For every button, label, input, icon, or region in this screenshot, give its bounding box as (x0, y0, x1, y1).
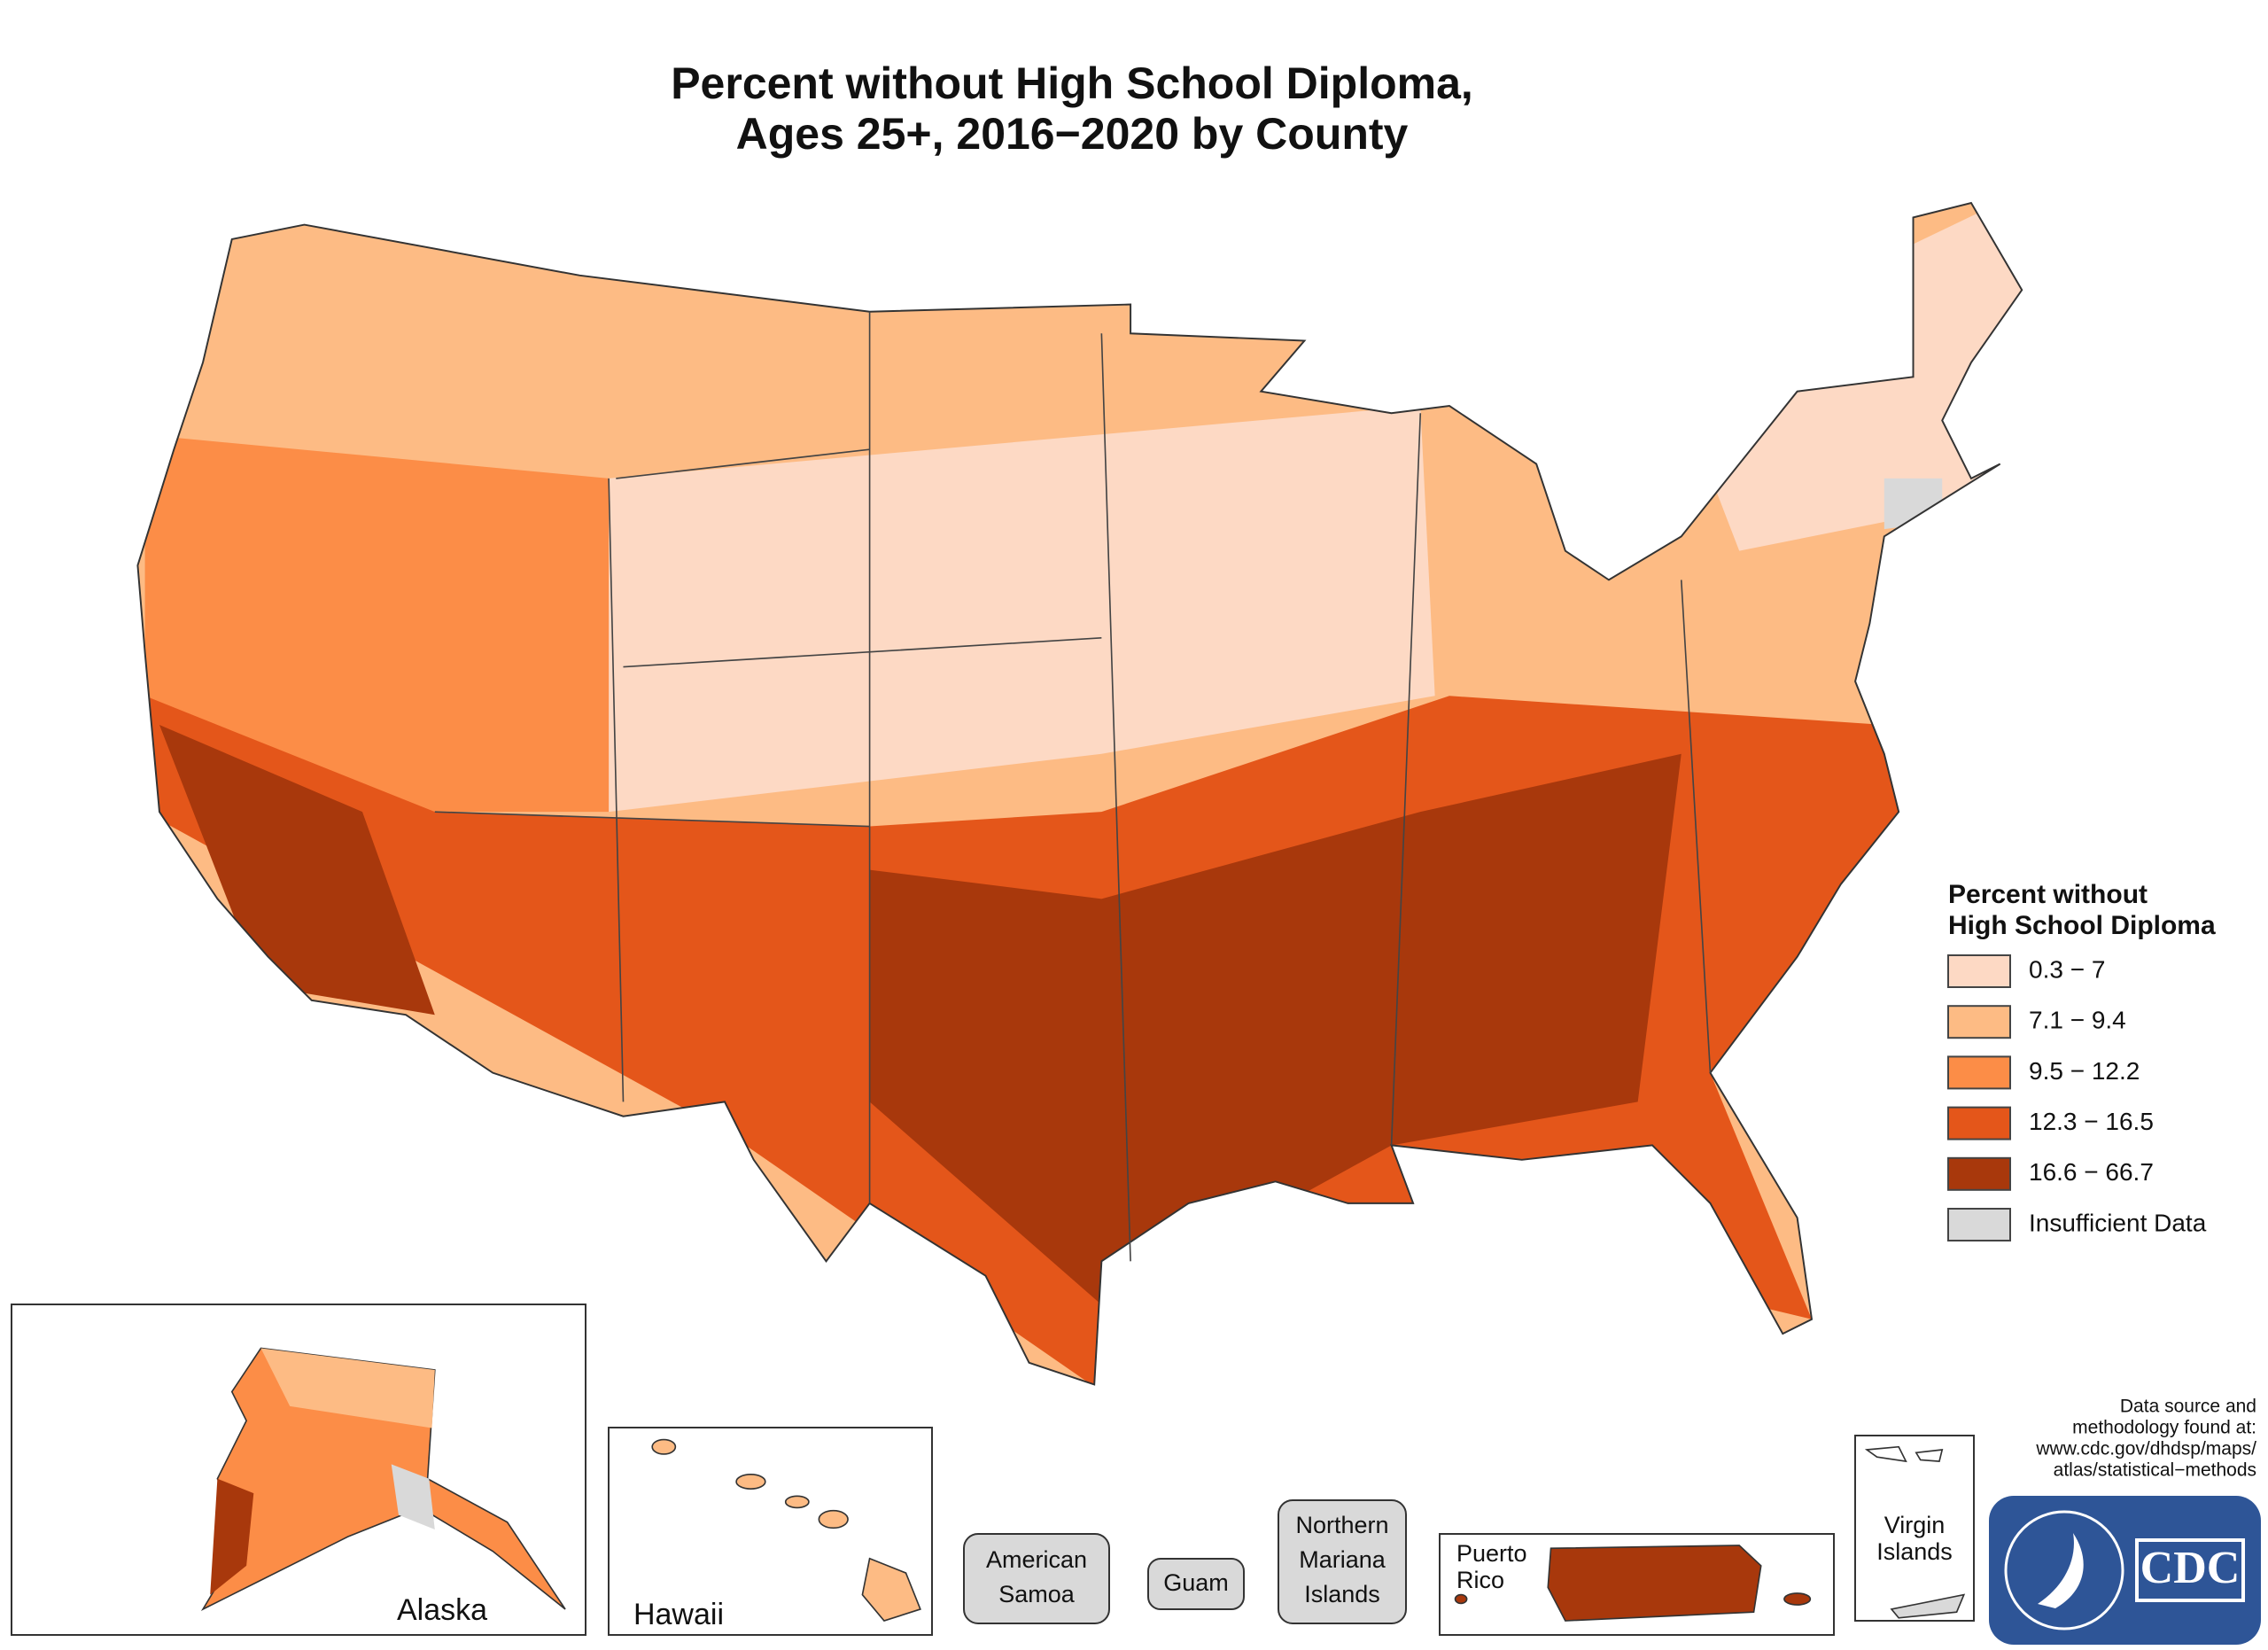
title-line: Percent without High School Diploma, (671, 58, 1473, 108)
inset-label: Guam (1163, 1569, 1229, 1596)
state-border (434, 311, 1712, 1262)
legend-label: 16.6 − 66.7 (2029, 1158, 2154, 1186)
legend-swatch (1947, 1005, 2011, 1039)
region-fill (1884, 478, 1943, 530)
us-map (136, 202, 2023, 1386)
logo-seal (2004, 1510, 2124, 1631)
inset-label: American (986, 1546, 1087, 1573)
legend-swatch (1947, 954, 2011, 988)
logo-text: CDC (2140, 1543, 2241, 1593)
legend-title: Percent without (1948, 880, 2148, 909)
island (1864, 1445, 1907, 1463)
inset-frame (1439, 1533, 1835, 1636)
region-fill (818, 1509, 849, 1529)
region-fill (735, 1473, 766, 1490)
virgin-islands-shape (1864, 1445, 1966, 1619)
region-fill (651, 1438, 677, 1455)
inset-label: Islands (1304, 1581, 1380, 1607)
region-fill (869, 753, 1682, 1305)
legend-swatch (1947, 1208, 2011, 1241)
inset-label: Virgin (1884, 1512, 1946, 1538)
inset-label: Alaska (397, 1593, 487, 1627)
inset-label: Mariana (1299, 1546, 1386, 1573)
region-fill (210, 1478, 254, 1595)
region-fill (159, 724, 435, 1016)
source-line: Data source and (2120, 1397, 2256, 1417)
region-fill (861, 1557, 921, 1622)
territory-box (1278, 1499, 1407, 1624)
region-fill (609, 406, 1435, 813)
legend: 0.3 − 7 7.1 − 9.4 9.5 − 12.2 12.3 − 16.5 16.… (1947, 954, 2207, 1241)
source-line: www.cdc.gov/dhdsp/maps/ (2035, 1439, 2256, 1459)
inset-frame (11, 1304, 586, 1636)
logo-badge (1989, 1496, 2261, 1645)
legend-swatch (1947, 1106, 2011, 1140)
region-fill (260, 1348, 435, 1428)
source-line: atlas/statistical−methods (2054, 1460, 2256, 1481)
legend-label: 7.1 − 9.4 (2029, 1007, 2126, 1034)
legend-label: 9.5 − 12.2 (2029, 1057, 2140, 1085)
region-fill (1890, 1593, 1966, 1619)
legend-label: 0.3 − 7 (2029, 955, 2105, 983)
inset-label: Puerto (1456, 1540, 1527, 1567)
title-line: Ages 25+, 2016−2020 by County (736, 109, 1409, 159)
puerto-rico-shape (1454, 1545, 1812, 1622)
region-fill (1547, 1545, 1762, 1622)
source-line: methodology found at: (2072, 1418, 2256, 1438)
legend-swatch (1947, 1055, 2011, 1090)
hawaii-shape (651, 1438, 921, 1622)
inset-frame (608, 1427, 933, 1636)
alaska-shape (200, 1347, 566, 1611)
region-fill (1666, 203, 2023, 551)
legend-swatch (1947, 1156, 2011, 1191)
region-fill (1454, 1593, 1468, 1605)
inset-label: Northern (1295, 1512, 1388, 1538)
inset-label: Hawaii (633, 1598, 724, 1631)
territory-box (963, 1533, 1110, 1624)
region-fill (391, 1464, 435, 1529)
region-fill (144, 434, 610, 813)
region-fill (1783, 1592, 1812, 1606)
logo-box (2135, 1538, 2245, 1602)
territory-box (1147, 1558, 1245, 1610)
inset-label: Rico (1456, 1567, 1504, 1593)
region-fill (200, 1347, 566, 1611)
inset-frame (1854, 1435, 1975, 1622)
legend-label: Insufficient Data (2029, 1209, 2207, 1236)
inset-label: Samoa (998, 1581, 1076, 1607)
island (1915, 1449, 1944, 1462)
inset-label: Islands (1876, 1538, 1953, 1565)
region-fill (784, 1495, 810, 1509)
legend-label: 12.3 − 16.5 (2029, 1108, 2154, 1135)
legend-title: High School Diploma (1948, 911, 2216, 940)
logo-emblem (2038, 1533, 2084, 1608)
